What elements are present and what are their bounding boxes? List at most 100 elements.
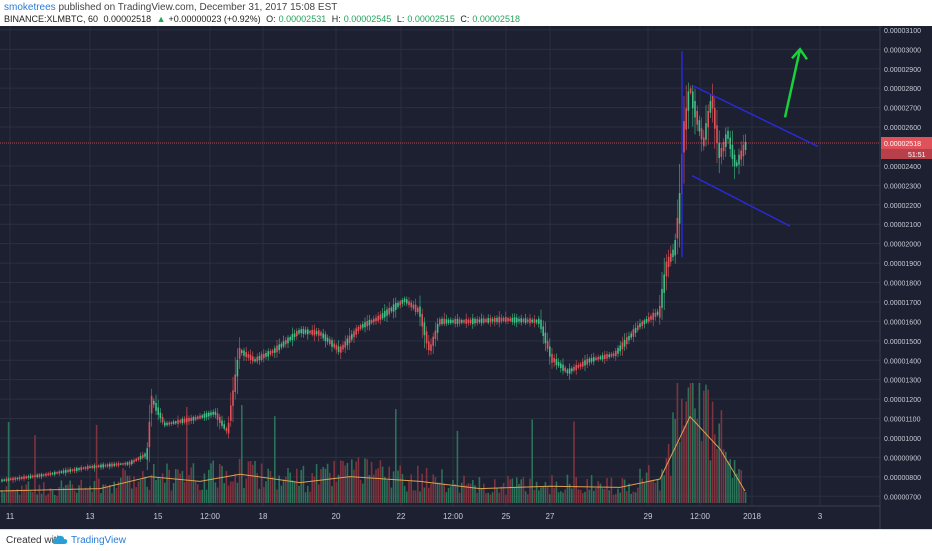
chart-header: smoketrees published on TradingView.com,… (0, 0, 932, 26)
volume-bar (10, 490, 12, 503)
volume-bar (84, 487, 87, 503)
volume-bar (212, 460, 214, 503)
candle-body (320, 332, 322, 336)
candle-body (263, 353, 265, 359)
candle-body (340, 346, 342, 353)
candle-body (467, 319, 470, 324)
volume-bar (729, 459, 731, 503)
volume-bar (425, 467, 428, 503)
candle-body (65, 469, 67, 473)
candle-body (434, 330, 437, 340)
candle-body (93, 465, 96, 469)
volume-bar (157, 477, 159, 503)
candle-body (621, 342, 624, 350)
candle-body (579, 363, 582, 367)
volume-bar (260, 463, 263, 503)
candle-body (32, 475, 34, 478)
volume-bar (632, 491, 635, 503)
volume-bar (335, 481, 338, 503)
volume-bar (144, 476, 146, 503)
candle-body (711, 95, 714, 109)
candle-body (298, 330, 300, 334)
candle-body (153, 400, 155, 405)
candle-body (560, 363, 562, 369)
volume-bar (230, 481, 232, 503)
volume-bar (161, 473, 164, 503)
candle-body (124, 462, 126, 465)
candle-body (236, 359, 239, 377)
volume-bar (597, 481, 599, 503)
current-price-tag (881, 136, 932, 149)
volume-bar (439, 482, 441, 503)
volume-bar (194, 481, 197, 503)
chart-area[interactable]: 0.00003100 0.00003000 0.00002900 0.00002800… (0, 26, 932, 529)
volume-bar (1, 490, 3, 503)
volume-bar (694, 408, 696, 503)
price-chart[interactable]: 0.00003100 0.00003000 0.00002900 0.00002800… (0, 26, 932, 529)
volume-bar (111, 493, 113, 503)
volume-bar (716, 448, 718, 503)
candle-body (274, 348, 276, 353)
volume-bar (584, 491, 586, 503)
candle-body (247, 354, 250, 358)
candle-body (408, 301, 410, 305)
candle-body (610, 353, 613, 357)
author-link[interactable]: smoketrees (4, 2, 56, 13)
candle-body (104, 464, 107, 467)
volume-bar (487, 492, 489, 503)
candle-body (469, 319, 472, 324)
candle-body (333, 343, 335, 348)
published-text: published on TradingView.com, December 3… (55, 2, 338, 13)
candle-body (641, 321, 643, 326)
candle-body (106, 464, 109, 467)
volume-bar (82, 488, 85, 503)
volume-bar (579, 489, 582, 503)
volume-bar (25, 484, 27, 503)
last-price: 0.00002518 (103, 14, 152, 24)
candle-body (84, 466, 87, 469)
candle-body (661, 288, 663, 308)
candle-body (414, 304, 417, 312)
candle-body (155, 402, 157, 411)
volume-bar (540, 487, 542, 503)
candle-body (445, 319, 448, 324)
candle-body (582, 361, 584, 367)
volume-bar (648, 465, 650, 503)
volume-bar (432, 474, 434, 503)
candle-body (386, 309, 388, 316)
candle-body (78, 468, 80, 470)
candle-body (150, 395, 153, 414)
volume-bar (643, 482, 646, 503)
volume-bar (725, 451, 727, 503)
volume-bar (711, 401, 714, 503)
volume-bar (399, 465, 401, 503)
candle-body (689, 88, 692, 93)
volume-bar (183, 482, 186, 503)
volume-bar (280, 485, 283, 503)
candle-body (366, 321, 368, 327)
candle-body (650, 315, 652, 320)
volume-bar (54, 495, 56, 503)
volume-bar (441, 469, 443, 503)
tradingview-cloud-icon[interactable] (52, 534, 68, 546)
volume-bar (223, 483, 225, 503)
volume-bar (738, 468, 740, 503)
candle-body (221, 420, 223, 426)
volume-bar (678, 442, 681, 503)
volume-bar (408, 481, 410, 503)
price-tick-label: 0.00000800 (884, 475, 921, 482)
volume-bar (256, 473, 258, 503)
volume-bar (513, 486, 516, 503)
volume-bar (599, 483, 602, 503)
time-tick-label: 25 (502, 512, 511, 521)
candle-body (331, 340, 333, 347)
candle-body (10, 478, 12, 481)
volume-bar (315, 464, 318, 503)
candle-body (318, 330, 320, 336)
candle-body (555, 358, 558, 366)
candle-body (98, 465, 100, 468)
volume-bar (434, 476, 437, 503)
tradingview-brand-link[interactable]: TradingView (71, 535, 127, 546)
candle-body (474, 318, 476, 324)
breakout-arrow-shaft (783, 49, 802, 118)
